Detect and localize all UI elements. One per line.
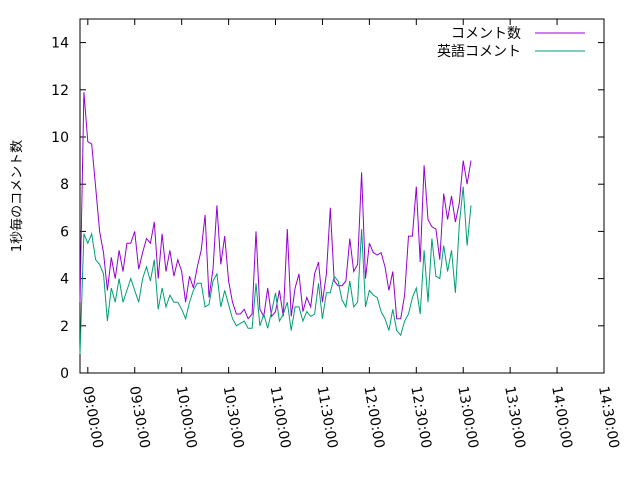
legend-label-2: 英語コメント — [437, 43, 521, 60]
y-tick-label: 4 — [60, 272, 69, 288]
y-axis: 0 2 4 6 8 10 12 14 — [51, 36, 604, 382]
y-tick-label: 6 — [60, 224, 69, 240]
x-tick-label: 10:30:00 — [220, 385, 247, 450]
series-line-1 — [79, 92, 472, 320]
x-tick-label: 14:00:00 — [548, 385, 575, 450]
x-tick-label: 11:00:00 — [267, 385, 294, 450]
x-tick-label: 09:00:00 — [79, 385, 106, 450]
y-tick-label: 2 — [60, 319, 69, 335]
series-line-2 — [79, 186, 472, 355]
y-tick-label: 12 — [51, 83, 69, 99]
x-tick-label: 10:00:00 — [173, 385, 200, 450]
y-axis-label: 1秒毎のコメント数 — [9, 140, 25, 252]
legend-label-1: コメント数 — [451, 26, 521, 42]
series-layer — [79, 92, 472, 355]
x-tick-label: 09:30:00 — [126, 385, 153, 450]
y-tick-label: 0 — [60, 366, 69, 382]
x-tick-label: 12:30:00 — [407, 385, 434, 450]
y-tick-label: 8 — [60, 177, 69, 193]
y-tick-label: 14 — [51, 36, 69, 52]
y-tick-label: 10 — [51, 130, 69, 146]
plot-frame — [79, 18, 605, 374]
x-axis: 09:00:00 09:30:00 10:00:00 10:30:00 11:00:00… — [79, 19, 622, 450]
x-tick-label: 13:00:00 — [454, 385, 481, 450]
x-tick-label: 14:30:00 — [595, 385, 622, 450]
x-tick-label: 13:30:00 — [501, 385, 528, 450]
x-tick-label: 11:30:00 — [314, 385, 341, 450]
x-tick-label: 12:00:00 — [360, 385, 387, 450]
